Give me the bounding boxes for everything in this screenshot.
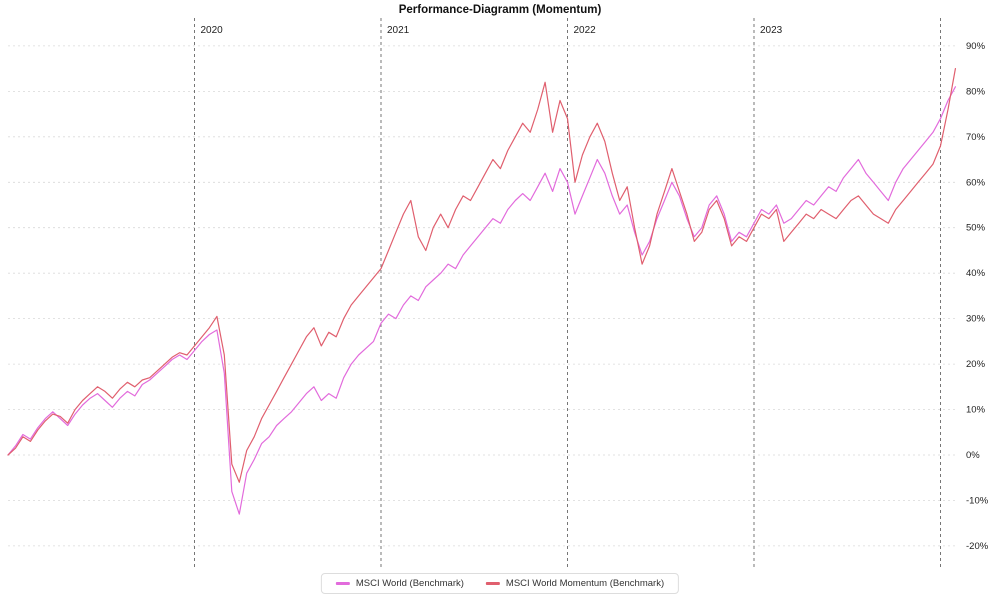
x-axis-year-label: 2020 bbox=[201, 25, 224, 36]
y-axis-label: 90% bbox=[966, 41, 986, 52]
series-line-0[interactable] bbox=[7, 86, 957, 515]
y-axis-label: 80% bbox=[966, 86, 986, 97]
legend-swatch-line bbox=[335, 582, 350, 585]
chart-title: Performance-Diagramm (Momentum) bbox=[398, 4, 602, 16]
x-axis-year-label: 2021 bbox=[387, 25, 410, 36]
x-axis-year-label: 2022 bbox=[574, 25, 597, 36]
y-axis-label: 70% bbox=[966, 132, 986, 143]
y-axis-label: 30% bbox=[966, 314, 986, 325]
legend-label: MSCI World (Benchmark) bbox=[355, 578, 464, 589]
legend-swatch-line bbox=[485, 582, 500, 585]
y-axis-label: -10% bbox=[966, 496, 989, 507]
legend-item[interactable]: MSCI World (Benchmark) bbox=[335, 578, 464, 589]
legend-item[interactable]: MSCI World Momentum (Benchmark) bbox=[485, 578, 665, 589]
series-line-1[interactable] bbox=[7, 67, 957, 483]
x-axis-year-label: 2023 bbox=[760, 25, 783, 36]
y-axis-label: 20% bbox=[966, 359, 986, 370]
y-axis-label: 10% bbox=[966, 405, 986, 416]
y-axis-label: 40% bbox=[966, 268, 986, 279]
legend: MSCI World (Benchmark) MSCI World Momentu… bbox=[320, 573, 680, 594]
legend-label: MSCI World Momentum (Benchmark) bbox=[505, 578, 665, 589]
y-axis-label: -20% bbox=[966, 541, 989, 552]
y-axis-label: 60% bbox=[966, 177, 986, 188]
y-axis-label: 50% bbox=[966, 223, 986, 234]
y-axis-label: 0% bbox=[966, 450, 980, 461]
